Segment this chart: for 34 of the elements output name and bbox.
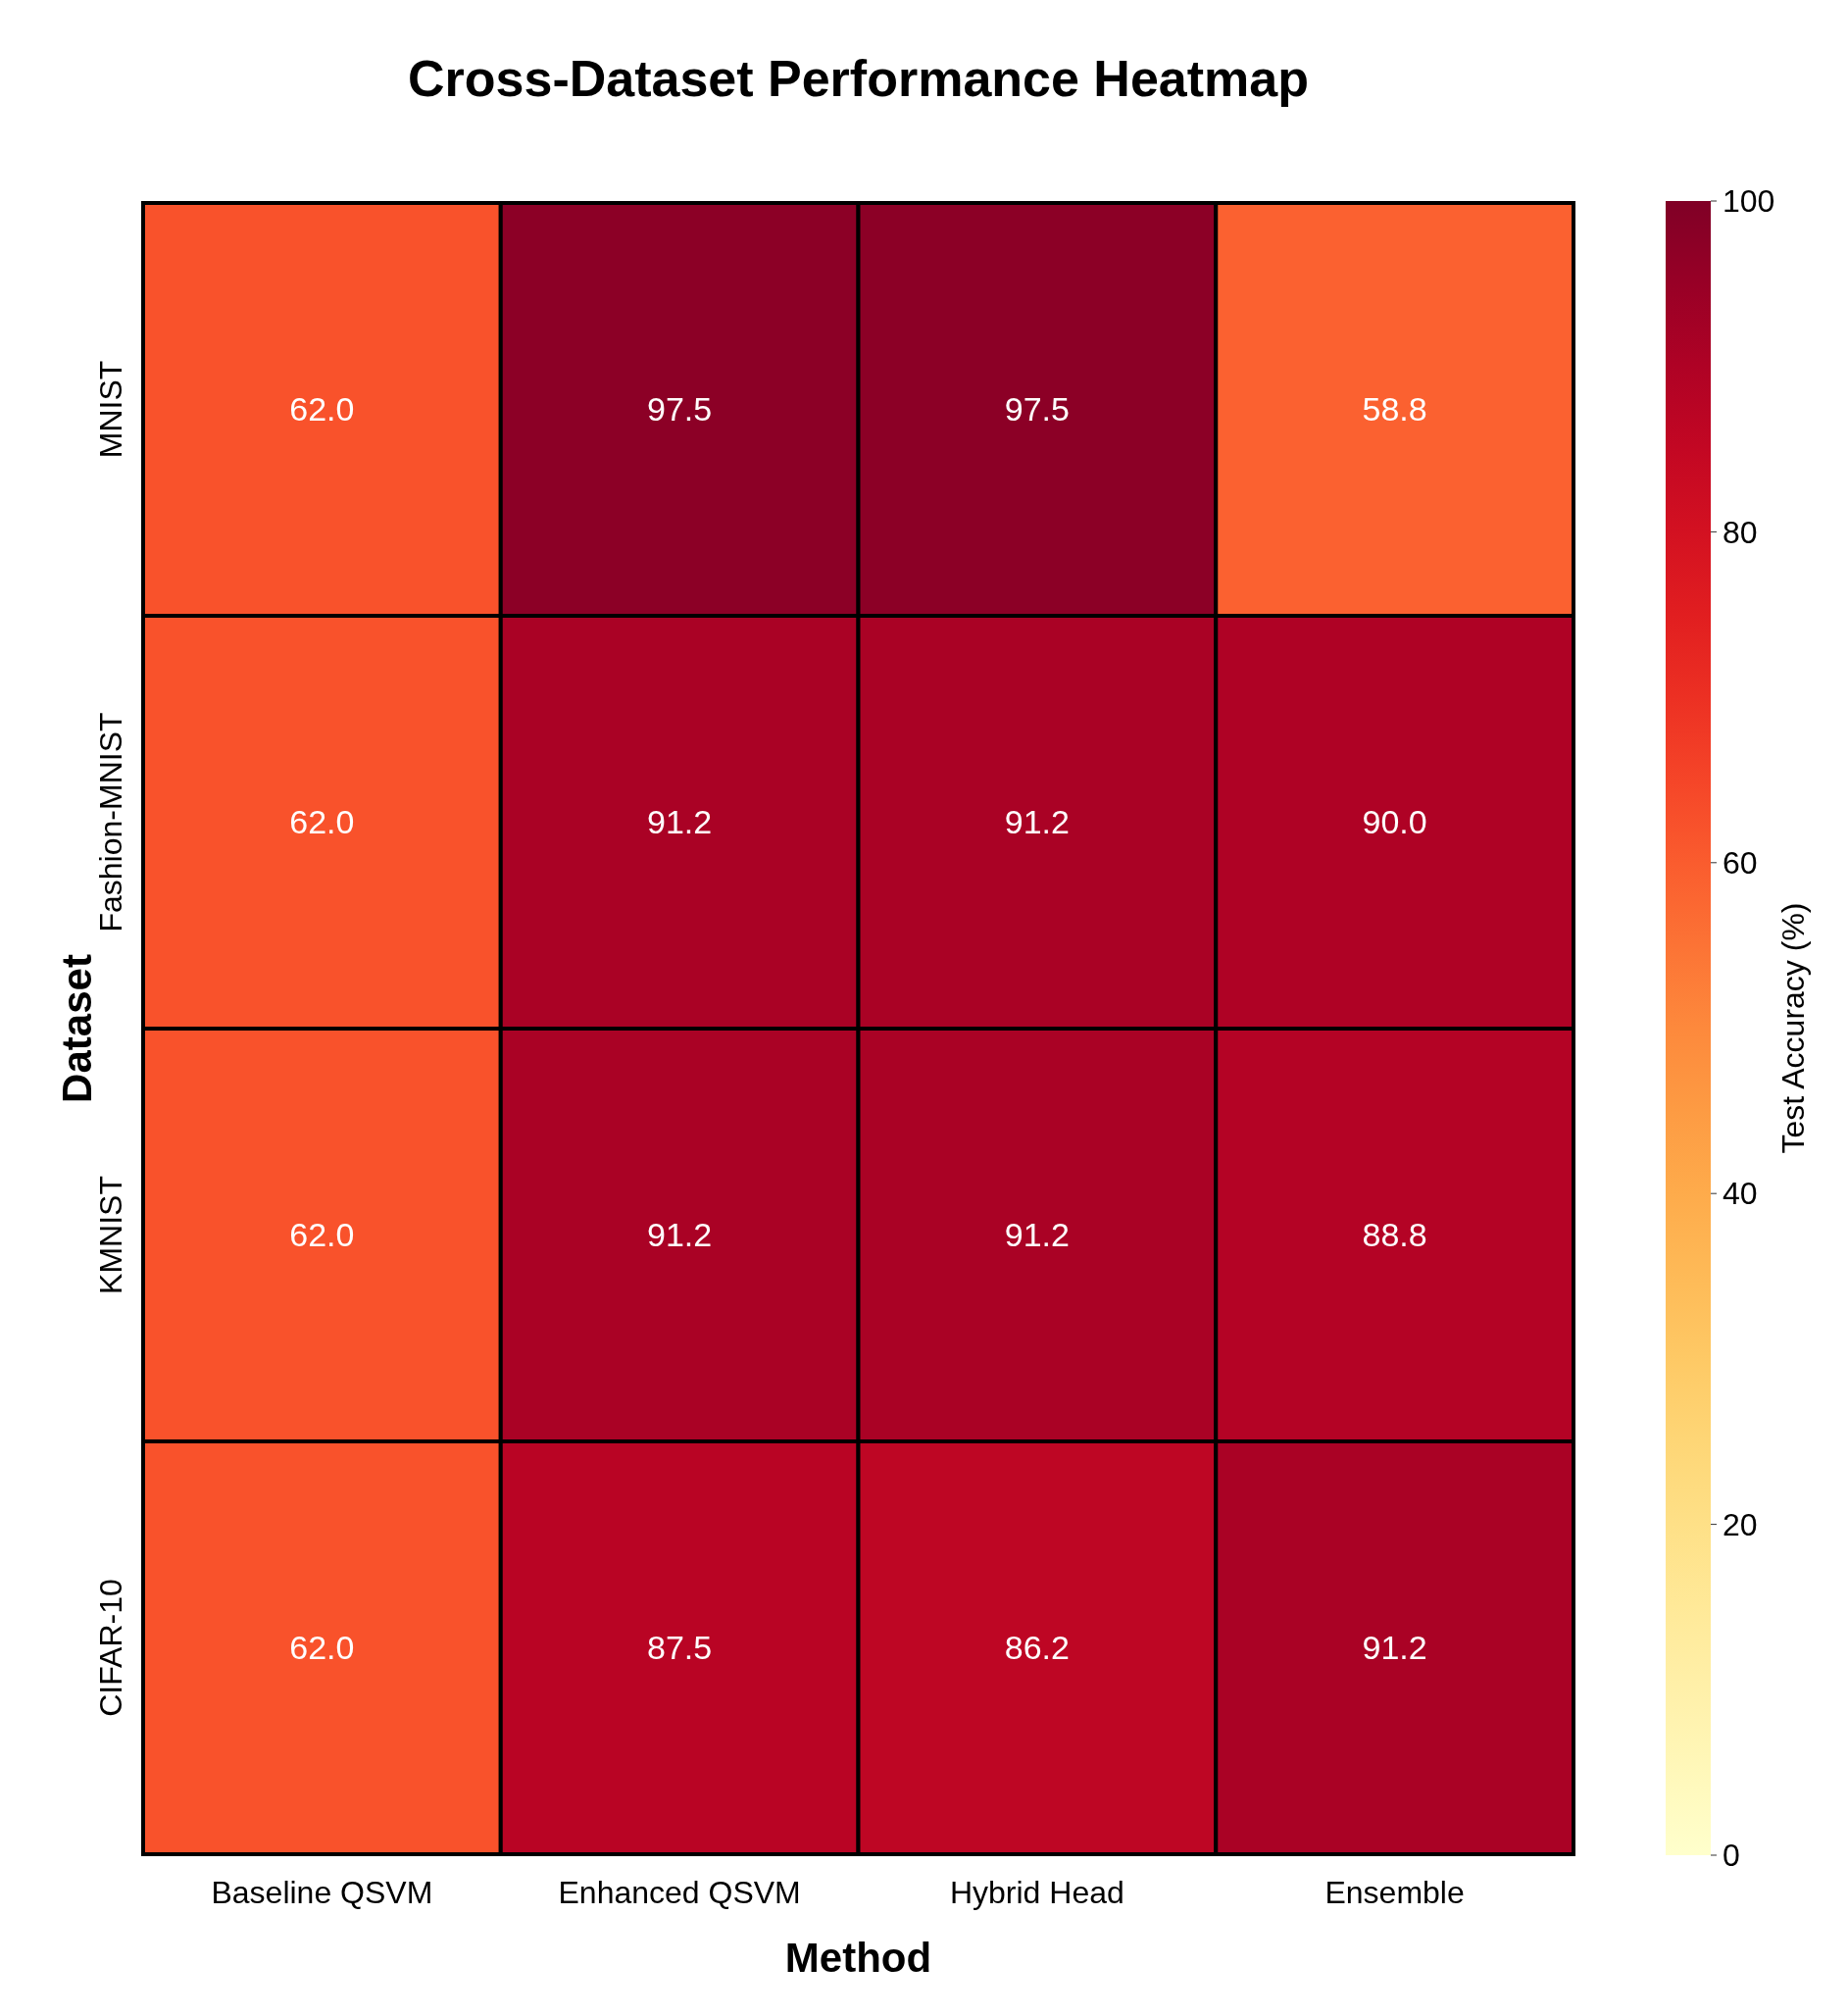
x-tick-label: Hybrid Head: [949, 1875, 1124, 1910]
data-label: 87.5: [647, 1629, 713, 1667]
y-tick-label: Fashion-MNIST: [93, 712, 128, 932]
data-label: 86.2: [1004, 1629, 1070, 1667]
chart-title: Cross-Dataset Performance Heatmap: [407, 50, 1310, 107]
x-axis-title: Method: [784, 1935, 932, 1981]
data-label: 58.8: [1362, 390, 1427, 428]
color-bar-label: 20: [1723, 1506, 1758, 1542]
color-bar-label: 60: [1723, 845, 1758, 881]
data-label: 91.2: [1362, 1629, 1427, 1667]
data-label: 91.2: [647, 803, 713, 841]
data-label: 91.2: [647, 1216, 713, 1254]
color-bar-label: 0: [1723, 1838, 1740, 1874]
data-label: 62.0: [289, 390, 355, 428]
x-tick-label: Enhanced QSVM: [558, 1875, 801, 1910]
data-label: 62.0: [289, 1629, 355, 1667]
color-bar-label: 40: [1723, 1176, 1758, 1212]
x-tick-label: Ensemble: [1324, 1875, 1465, 1910]
y-tick-label: KMNIST: [93, 1176, 128, 1294]
data-label: 91.2: [1004, 1216, 1070, 1254]
data-label: 62.0: [289, 803, 355, 841]
data-label: 62.0: [289, 1216, 355, 1254]
y-tick-label: MNIST: [93, 360, 128, 459]
y-axis-title: Dataset: [54, 954, 100, 1103]
color-bar-title: Test Accuracy (%): [1775, 902, 1811, 1154]
data-label: 97.5: [647, 390, 713, 428]
color-bar-label: 100: [1723, 183, 1775, 220]
data-label: 97.5: [1004, 390, 1070, 428]
data-label: 88.8: [1362, 1216, 1427, 1254]
x-tick-label: Baseline QSVM: [211, 1875, 433, 1910]
data-label: 91.2: [1004, 803, 1070, 841]
color-bar-label: 80: [1723, 514, 1758, 550]
y-tick-label: CIFAR-10: [93, 1579, 128, 1717]
data-label: 90.0: [1362, 803, 1427, 841]
